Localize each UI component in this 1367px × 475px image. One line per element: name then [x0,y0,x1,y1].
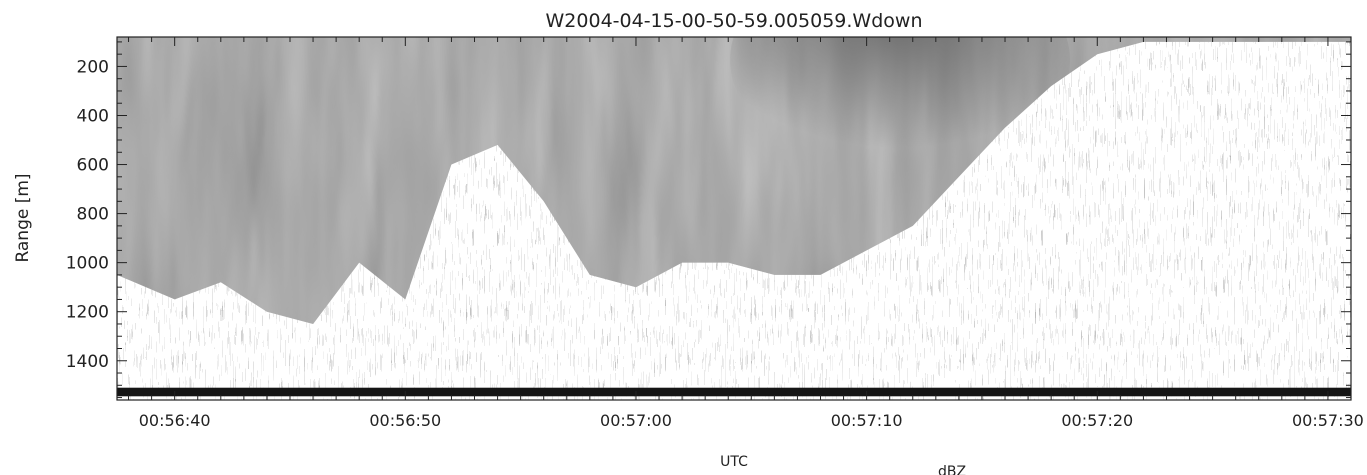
x-tick-label: 00:56:50 [369,411,441,430]
chart-title: W2004-04-15-00-50-59.005059.Wdown [546,10,923,32]
y-tick-label: 600 [77,156,109,176]
y-tick-label: 400 [77,106,109,126]
x-axis: 00:56:40 00:56:50 00:57:00 00:57:10 00:57:20… [128,37,1364,430]
y-tick-label: 1200 [66,303,109,323]
y-axis-label: Range [m] [13,173,33,262]
ground-clutter-band [117,387,1351,397]
y-axis: 200 400 600 800 1000 1200 1400 [66,41,1351,399]
x-tick-label: 00:57:10 [831,411,903,430]
colorbar-label: dBZ [938,464,966,475]
x-tick-label: 00:57:30 [1292,411,1364,430]
strong-echo-core [730,37,1070,170]
y-tick-label: 1000 [66,254,109,274]
reflectivity-heatmap [117,37,1351,400]
y-tick-label: 200 [77,57,109,77]
x-tick-label: 00:56:40 [139,411,211,430]
x-axis-label: UTC [720,454,748,470]
plot-frame [116,36,1352,401]
y-tick-label: 1400 [66,352,109,372]
x-tick-label: 00:57:00 [600,411,672,430]
y-tick-label: 800 [77,205,109,225]
x-tick-label: 00:57:20 [1061,411,1133,430]
